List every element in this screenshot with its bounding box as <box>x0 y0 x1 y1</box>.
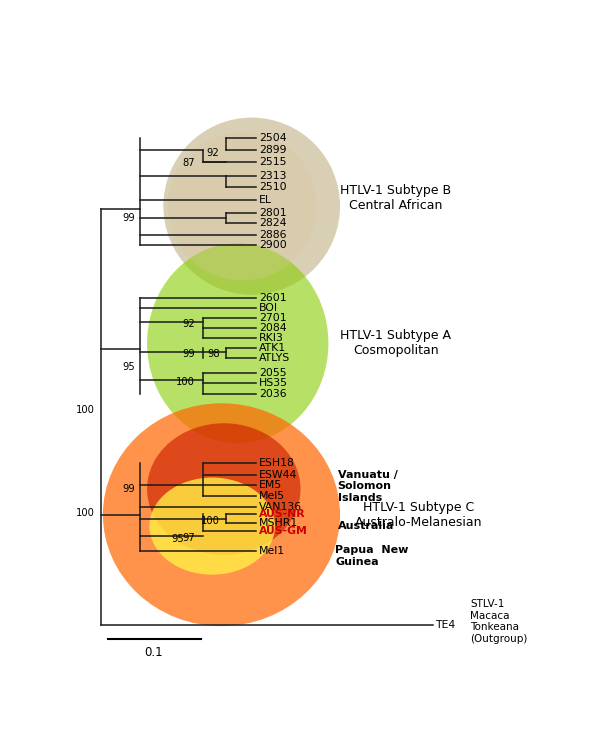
Text: 2510: 2510 <box>259 183 287 192</box>
Text: MSHR1: MSHR1 <box>259 518 298 528</box>
Ellipse shape <box>147 243 328 443</box>
Text: 2504: 2504 <box>259 133 287 142</box>
Text: RKI3: RKI3 <box>259 333 284 343</box>
Text: ATLYS: ATLYS <box>259 353 290 363</box>
Text: 92: 92 <box>182 320 195 329</box>
Text: 2313: 2313 <box>259 171 287 181</box>
Text: HTLV-1 Subtype B
Central African: HTLV-1 Subtype B Central African <box>340 183 451 211</box>
Text: 100: 100 <box>76 404 95 415</box>
Ellipse shape <box>103 404 340 626</box>
Text: ESH18: ESH18 <box>259 459 295 468</box>
Text: EM5: EM5 <box>259 480 283 490</box>
Text: 92: 92 <box>206 148 219 158</box>
Text: HTLV-1 Subtype A
Cosmopolitan: HTLV-1 Subtype A Cosmopolitan <box>340 329 451 358</box>
Text: 100: 100 <box>201 516 220 526</box>
Text: 99: 99 <box>122 213 136 223</box>
Text: AUS-GM: AUS-GM <box>259 525 308 536</box>
Text: 97: 97 <box>182 533 195 542</box>
Text: 2055: 2055 <box>259 368 287 378</box>
Text: ESW44: ESW44 <box>259 470 298 479</box>
Text: 2701: 2701 <box>259 312 287 323</box>
Text: 2084: 2084 <box>259 323 287 333</box>
Text: 95: 95 <box>122 362 136 372</box>
Text: 2601: 2601 <box>259 292 287 303</box>
Text: VAN136: VAN136 <box>259 502 302 512</box>
Text: HTLV-1 Subtype C
Australo-Melanesian: HTLV-1 Subtype C Australo-Melanesian <box>355 501 483 529</box>
Text: BOI: BOI <box>259 303 278 313</box>
Ellipse shape <box>163 117 340 295</box>
Ellipse shape <box>149 478 275 574</box>
Text: 2900: 2900 <box>259 240 287 250</box>
Ellipse shape <box>147 423 301 555</box>
Text: TE4: TE4 <box>436 620 455 630</box>
Text: ATK1: ATK1 <box>259 343 286 353</box>
Text: 2515: 2515 <box>259 157 287 167</box>
Text: HS35: HS35 <box>259 378 288 388</box>
Text: 0.1: 0.1 <box>145 646 163 659</box>
Text: EL: EL <box>259 195 272 205</box>
Text: 2801: 2801 <box>259 208 287 218</box>
Text: 98: 98 <box>208 349 220 359</box>
Text: Mel5: Mel5 <box>259 491 285 502</box>
Text: 99: 99 <box>122 484 136 494</box>
Text: Mel1: Mel1 <box>259 545 285 556</box>
Text: 2036: 2036 <box>259 389 287 398</box>
Text: STLV-1
Macaca
Tonkeana
(Outgroup): STLV-1 Macaca Tonkeana (Outgroup) <box>470 599 527 644</box>
Text: 2899: 2899 <box>259 145 287 155</box>
Text: 100: 100 <box>176 377 195 387</box>
Text: Papua  New
Guinea: Papua New Guinea <box>335 545 409 567</box>
Ellipse shape <box>168 132 317 280</box>
Text: 87: 87 <box>182 158 195 168</box>
Text: AUS-NR: AUS-NR <box>259 508 306 519</box>
Text: 99: 99 <box>182 349 195 358</box>
Text: Australia: Australia <box>338 521 394 531</box>
Text: 2886: 2886 <box>259 230 287 240</box>
Text: Vanuatu /
Solomon
Islands: Vanuatu / Solomon Islands <box>338 470 398 503</box>
Text: 100: 100 <box>76 508 95 518</box>
Text: 2824: 2824 <box>259 218 287 229</box>
Text: 95: 95 <box>172 534 184 544</box>
